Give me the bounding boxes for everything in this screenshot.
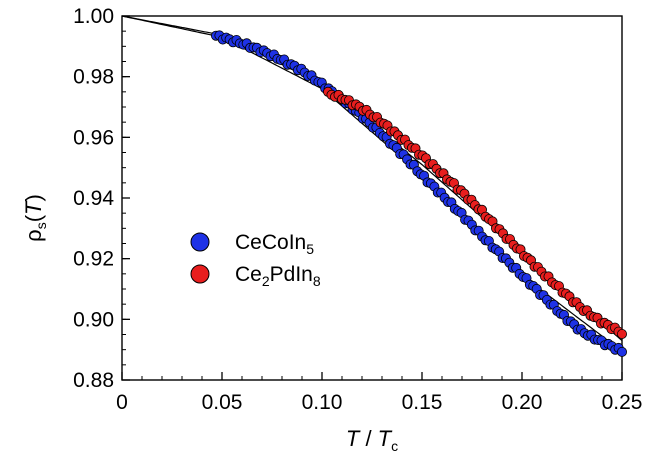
y-tick-label: 1.00	[73, 5, 114, 28]
y-tick-label: 0.88	[73, 369, 114, 392]
legend-marker-ce2pdin8	[190, 264, 210, 284]
y-tick-label: 0.98	[73, 66, 114, 89]
y-axis-title: ρs(T)	[21, 194, 49, 242]
y-tick-label: 0.90	[73, 308, 114, 331]
x-tick-label: 0.05	[202, 391, 243, 414]
data-points	[210, 30, 628, 357]
axis-ticks: 0 0.05 0.10 0.15 0.20 0.25 0.88 0.90 0.92 0.94 0.9…	[73, 5, 642, 414]
data-point-ce2pdin8	[617, 328, 628, 339]
data-point-cecoin5	[617, 346, 628, 357]
plot-frame	[121, 15, 623, 381]
x-tick-label: 0.25	[602, 391, 643, 414]
x-tick-label: 0.15	[402, 391, 443, 414]
x-tick-label: 0	[116, 391, 128, 414]
x-tick-label: 0.10	[302, 391, 343, 414]
y-tick-label: 0.94	[73, 187, 114, 210]
legend: CeCoIn5 Ce2PdIn8	[190, 231, 321, 289]
legend-label-ce2pdin8: Ce2PdIn8	[235, 263, 321, 289]
legend-label-cecoin5: CeCoIn5	[235, 231, 314, 257]
y-tick-label: 0.96	[73, 126, 114, 149]
y-tick-label: 0.92	[73, 248, 114, 271]
legend-marker-cecoin5	[190, 232, 210, 252]
x-axis-title: T / Tc	[346, 426, 398, 454]
x-tick-label: 0.20	[502, 391, 543, 414]
